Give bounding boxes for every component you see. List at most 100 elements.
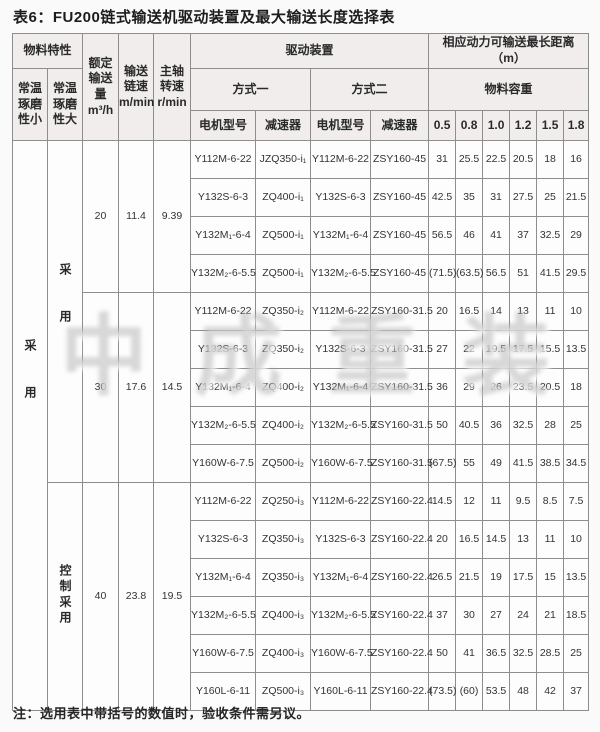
distance-cell: 17.5	[509, 330, 538, 369]
motor-model-2-cell: Y160W-6-7.5	[310, 444, 373, 483]
distance-cell: 21.5	[455, 558, 484, 597]
distance-cell: 18	[563, 368, 590, 407]
motor-model-1-cell: Y112M-6-22	[190, 482, 257, 521]
header-motor-model-2: 电机型号	[310, 110, 372, 141]
chain-speed-cell: 11.4	[118, 140, 155, 293]
distance-cell: (60)	[455, 672, 484, 711]
motor-model-1-cell: Y132M₂-6-5.5	[190, 596, 257, 635]
distance-cell: 34.5	[563, 444, 590, 483]
header-reducer-2: 减速器	[370, 110, 430, 141]
header-chain-speed: 输送 链速 m/min	[118, 33, 154, 141]
spindle-speed-cell: 19.5	[153, 482, 192, 711]
header-reducer-1: 减速器	[255, 110, 312, 141]
row-label-controlled-use: 控制采用	[46, 482, 84, 711]
distance-cell: 26.5	[428, 558, 457, 597]
distance-cell: 13.5	[563, 558, 590, 597]
distance-cell: 25	[563, 634, 590, 673]
distance-cell: 30	[455, 596, 484, 635]
motor-model-1-cell: Y132M₁-6-4	[190, 216, 257, 255]
distance-cell: 25.5	[455, 140, 484, 179]
capacity-cell: 20	[82, 140, 120, 293]
reducer-1-cell: ZQ400-i₃	[255, 634, 312, 673]
distance-cell: 19.5	[482, 330, 511, 369]
distance-cell: 26	[482, 368, 511, 407]
distance-cell: 35	[455, 178, 484, 217]
header-row-1: 物料特性 额定 输送 量m³/h 输送 链速 m/min 主轴 转速 r/min…	[11, 33, 590, 141]
header-material-props: 物料特性	[11, 33, 84, 69]
header-motor-model-1: 电机型号	[190, 110, 257, 141]
distance-cell: 42.5	[428, 178, 457, 217]
distance-cell: 7.5	[563, 482, 590, 521]
distance-cell: 27.5	[509, 178, 538, 217]
header-abrasive-large: 常温 琢磨 性大	[46, 68, 84, 141]
header-density-1.2: 1.2	[509, 110, 538, 141]
row-label-controlled-use-text: 控制采用	[58, 564, 72, 627]
motor-model-2-cell: Y112M-6-22	[310, 482, 372, 521]
table-row: 30 17.6 14.5 Y112M-6-22 ZQ350-i₂ Y112M-6-22 ZS…	[13, 292, 590, 483]
spindle-speed-cell: 9.39	[153, 140, 192, 293]
table-row: Y132M₁-6-4 ZQ500-i₁ Y132M₁-6-4 ZSY160-45 56.…	[13, 216, 590, 255]
distance-cell: 11	[482, 482, 511, 521]
reducer-2-cell: ZSY160-31.5	[370, 292, 433, 331]
page-title: 表6：FU200链式输送机驱动装置及最大输送长度选择表	[13, 9, 395, 26]
distance-cell: 10	[563, 292, 590, 331]
capacity-cell: 30	[82, 292, 120, 483]
distance-cell: 48	[509, 672, 538, 711]
spindle-speed-cell: 14.5	[153, 292, 192, 483]
distance-cell: 28.5	[536, 634, 565, 673]
header-density-1.5: 1.5	[536, 110, 565, 141]
distance-cell: 29	[563, 216, 590, 255]
header-drive-device: 驱动装置	[190, 33, 430, 69]
header-mode-1: 方式一	[190, 68, 312, 111]
distance-cell: 21	[536, 596, 565, 635]
distance-cell: 18.5	[563, 596, 590, 635]
motor-model-2-cell: Y132M₁-6-4	[310, 368, 372, 407]
distance-cell: 41	[455, 634, 484, 673]
motor-model-1-cell: Y112M-6-22	[190, 292, 257, 331]
distance-cell: 36	[482, 406, 511, 445]
motor-model-1-cell: Y132S-6-3	[190, 178, 257, 217]
distance-cell: 42	[536, 672, 565, 711]
motor-model-2-cell: Y132M₂-6-5.5	[310, 596, 376, 635]
motor-model-2-cell: Y132M₂-6-5.5	[310, 406, 376, 445]
motor-model-1-cell: Y132M₁-6-4	[190, 368, 257, 407]
reducer-1-cell: ZQ350-i₃	[255, 520, 312, 559]
distance-cell: 55	[455, 444, 484, 483]
distance-cell: 49	[482, 444, 511, 483]
distance-cell: 31	[482, 178, 511, 217]
table-row: Y160W-6-7.5 ZQ400-i₃ Y160W-6-7.5 ZSY160-22.…	[13, 634, 590, 673]
header-abrasive-small: 常温 琢磨 性小	[12, 68, 48, 141]
motor-model-1-cell: Y132M₁-6-4	[190, 558, 257, 597]
table-row: 控制采用 40 23.8 19.5 Y112M-6-22 ZQ250-i₃ Y112M-6-…	[13, 482, 590, 711]
reducer-2-cell: ZSY160-22.4	[370, 482, 433, 521]
distance-cell: 9.5	[509, 482, 538, 521]
header-rated-capacity: 额定 输送 量m³/h	[82, 33, 120, 141]
footnote: 注：选用表中带括号的数值时，验收条件需另议。	[13, 706, 311, 721]
row-label-use-12-text: 采用	[58, 263, 72, 358]
reducer-2-cell: ZSY160-31.5	[370, 444, 433, 483]
distance-cell: 21.5	[563, 178, 590, 217]
motor-model-1-cell: Y132S-6-3	[190, 520, 257, 559]
distance-cell: 11	[536, 520, 565, 559]
distance-cell: 22.5	[482, 140, 511, 179]
motor-model-1-cell: Y160W-6-7.5	[190, 634, 257, 673]
motor-model-1-cell: Y160W-6-7.5	[190, 444, 257, 483]
table-row: Y132M₂-6-5.5 ZQ500-i₁ Y132M₂-6-5.5 ZSY160-4…	[13, 254, 590, 293]
header-density-0.8: 0.8	[455, 110, 484, 141]
distance-cell: 14.5	[428, 482, 457, 521]
reducer-1-cell: ZQ400-i₃	[255, 596, 312, 635]
motor-model-2-cell: Y132M₂-6-5.5	[310, 254, 376, 293]
table-row: 采用 采用 20 11.4 9.39 Y112M-6-22 JZQ350-i₁ Y112M-6…	[12, 140, 590, 711]
distance-cell: 25	[536, 178, 565, 217]
table-row: Y132M₁-6-4 ZQ350-i₃ Y132M₁-6-4 ZSY160-22.4 2…	[13, 558, 590, 597]
motor-model-2-cell: Y132S-6-3	[310, 520, 372, 559]
distance-cell: 12	[455, 482, 484, 521]
table-row: Y132M₂-6-5.5 ZQ400-i₂ Y132M₂-6-5.5 ZSY160-3…	[13, 406, 590, 445]
motor-model-1-cell: Y132S-6-3	[190, 330, 257, 369]
reducer-1-cell: ZQ350-i₂	[255, 292, 312, 331]
reducer-1-cell: ZQ500-i₁	[255, 216, 312, 255]
distance-cell: 16	[563, 140, 590, 179]
distance-cell: 13	[509, 292, 538, 331]
motor-model-2-cell: Y160W-6-7.5	[310, 634, 373, 673]
selection-table: 物料特性 额定 输送 量m³/h 输送 链速 m/min 主轴 转速 r/min…	[11, 33, 590, 711]
